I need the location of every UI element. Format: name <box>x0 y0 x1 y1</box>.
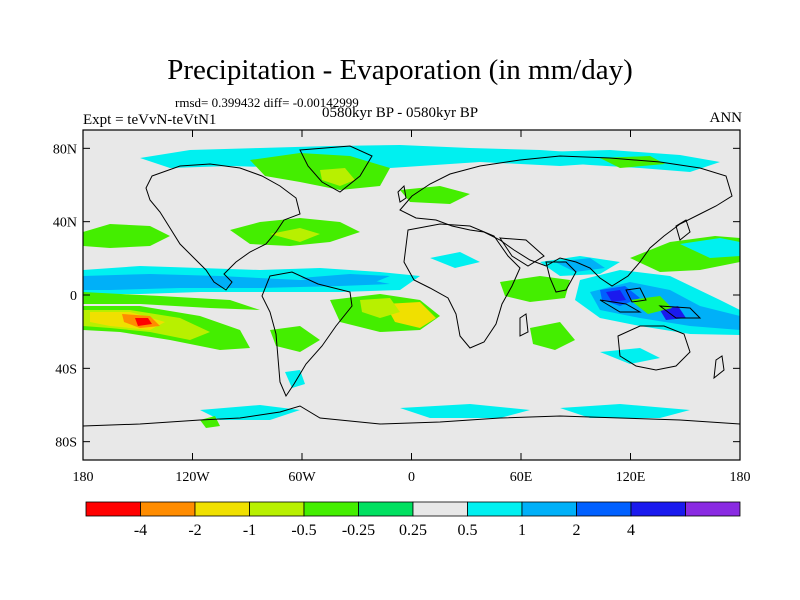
field-itcz-green-s <box>83 292 260 310</box>
field-eastasia-cyan <box>680 238 740 258</box>
y-tick-label: 40N <box>53 216 77 231</box>
x-tick-label: 120W <box>175 470 210 485</box>
colorbar <box>85 501 741 517</box>
colorbar-swatch <box>467 501 523 517</box>
field-indian-south-green <box>530 322 575 350</box>
field-sahel-cyan <box>430 252 480 268</box>
x-tick-label: 60W <box>288 470 316 485</box>
y-tick-label: 80N <box>53 142 77 157</box>
x-tick-label: 0 <box>408 470 415 485</box>
coast-greenland <box>299 145 373 193</box>
coast-eurasia <box>399 155 733 287</box>
coast-australia <box>617 325 691 371</box>
colorbar-label: 2 <box>573 522 581 539</box>
coast-new-guinea <box>658 305 702 319</box>
chart-title: Precipitation - Evaporation (in mm/day) <box>167 54 633 86</box>
field-satl-yellowgreen <box>360 298 400 318</box>
colorbar-label: 1 <box>518 522 526 539</box>
experiment-label: Expt = teVvN-teVtN1 <box>83 112 217 128</box>
y-tick-label: 0 <box>70 289 77 304</box>
colorbar-swatch <box>303 501 359 517</box>
anomaly-fields <box>83 145 740 428</box>
coast-indonesia <box>599 299 642 313</box>
y-tick-label: 40S <box>55 362 77 377</box>
field-europe-green <box>400 186 470 204</box>
coast-south-america <box>261 271 353 398</box>
field-spcz-red <box>135 318 152 326</box>
field-so-cyan-1 <box>200 405 300 420</box>
field-greenland-yellowgreen <box>320 168 355 186</box>
colorbar-swatch <box>194 501 250 517</box>
y-tick-label: 80S <box>55 436 77 451</box>
field-so-cyan-2 <box>400 404 530 418</box>
x-tick-label: 120E <box>616 470 646 485</box>
field-itcz-blue <box>83 274 390 290</box>
x-tick-label: 180 <box>730 470 751 485</box>
field-indian-blue <box>555 258 605 272</box>
period-label: 0580kyr BP - 0580kyr BP <box>322 105 479 121</box>
colorbar-label: -2 <box>188 522 201 539</box>
coast-africa <box>403 223 521 349</box>
axis-ticks <box>82 130 741 460</box>
field-natl-yellowgreen <box>270 228 320 242</box>
colorbar-swatch <box>521 501 577 517</box>
colorbar-swatch <box>685 501 741 517</box>
colorbar-label: -1 <box>243 522 256 539</box>
colorbar-swatch <box>358 501 414 517</box>
field-npac-green <box>83 224 170 248</box>
colorbar-swatch <box>576 501 632 517</box>
field-maritime-deep <box>606 290 626 302</box>
coast-borneo <box>625 287 647 303</box>
coast-arabia <box>499 237 545 267</box>
field-maritime-deep2 <box>660 306 686 320</box>
coast-japan <box>675 219 691 241</box>
coast-uk <box>397 184 407 203</box>
colorbar-label: 0.25 <box>399 522 427 539</box>
coast-madagascar <box>519 313 529 337</box>
coast-india <box>545 261 577 293</box>
x-tick-label: 60E <box>510 470 533 485</box>
coast-north-america <box>145 163 301 291</box>
field-itcz-natl-blue <box>300 274 390 286</box>
field-satl-yellow <box>385 302 436 328</box>
colorbar-swatch <box>249 501 305 517</box>
field-aus-south-cyan <box>600 348 660 364</box>
colorbar-label: -0.5 <box>291 522 316 539</box>
colorbar-swatch <box>140 501 196 517</box>
field-so-cyan-3 <box>560 404 690 418</box>
field-sa-south-green <box>270 326 320 352</box>
field-africa-green <box>500 276 570 302</box>
colorbar-swatch <box>630 501 686 517</box>
coastlines <box>83 145 740 427</box>
coast-new-zealand <box>713 355 725 380</box>
x-tick-label: 180 <box>73 470 94 485</box>
field-arctic-green <box>250 153 390 190</box>
colorbar-label: -4 <box>134 522 147 539</box>
colorbar-label: 0.5 <box>458 522 478 539</box>
colorbar-swatch <box>412 501 468 517</box>
stats-text: rmsd= 0.399432 diff= -0.00142999 <box>175 95 359 110</box>
axis-tick-labels: 180 120W 60W 0 60E 120E 180 80N 40N 0 40S 80S <box>53 142 751 485</box>
colorbar-swatch <box>85 501 141 517</box>
season-label: ANN <box>709 110 743 126</box>
colorbar-label: 4 <box>627 522 635 539</box>
colorbar-label: -0.25 <box>342 522 375 539</box>
colorbar-labels: -4 -2 -1 -0.5 -0.25 0.25 0.5 1 2 4 <box>134 522 635 539</box>
coast-antarctica <box>83 405 740 427</box>
